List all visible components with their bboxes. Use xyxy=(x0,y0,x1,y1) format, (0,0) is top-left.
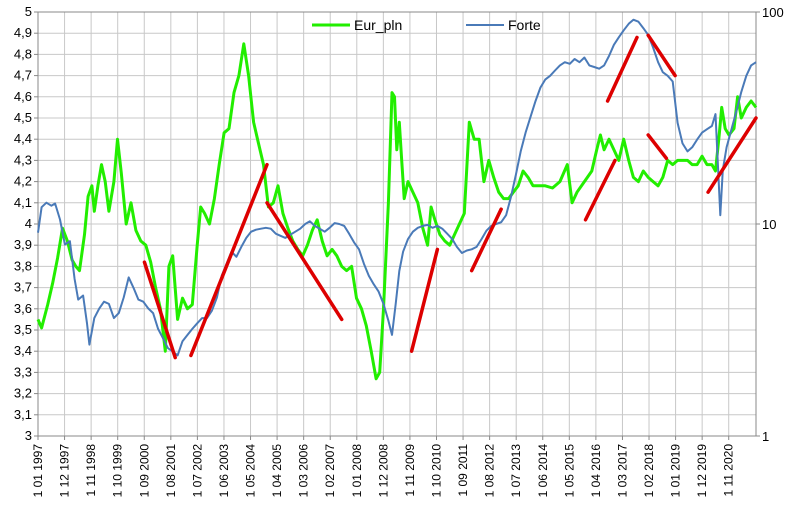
y-left-tick-label: 4,3 xyxy=(14,152,32,167)
y-left-tick-label: 5 xyxy=(25,4,32,19)
legend-label-eur-pln: Eur_pln xyxy=(354,17,402,33)
y-left-tick-label: 4,7 xyxy=(14,68,32,83)
y-left-tick-label: 3,8 xyxy=(14,258,32,273)
plot-frame xyxy=(37,11,757,437)
x-tick-label: 1 06 2014 xyxy=(536,444,550,498)
trend-line xyxy=(142,260,177,360)
x-tick-label: 1 06 2003 xyxy=(217,444,231,498)
gridlines xyxy=(37,11,756,437)
trend-line xyxy=(646,133,669,161)
x-tick-label: 1 12 1997 xyxy=(58,444,72,498)
x-tick-label: 1 08 2001 xyxy=(164,444,178,498)
y-right-tick-label: 10 xyxy=(762,217,776,232)
y-right-tick-label: 100 xyxy=(762,5,784,20)
x-tick-label: 1 10 2010 xyxy=(429,444,443,498)
y-left-tick-label: 4,5 xyxy=(14,110,32,125)
series-line-eur-pln xyxy=(36,42,758,381)
trend-lines xyxy=(142,33,758,360)
x-tick-label: 1 02 2018 xyxy=(642,444,656,498)
y-left-tick-label: 3,4 xyxy=(14,343,32,358)
y-left-tick-label: 3,6 xyxy=(14,301,32,316)
x-tick-label: 1 11 2020 xyxy=(722,444,736,497)
y-left-tick-label: 4,6 xyxy=(14,89,32,104)
x-tick-label: 1 05 2004 xyxy=(244,444,258,498)
trend-line xyxy=(409,247,440,353)
x-tick-label: 1 01 1997 xyxy=(31,444,45,498)
series xyxy=(36,18,758,381)
y-left-tick-label: 3,1 xyxy=(14,407,32,422)
x-tick-label: 1 04 2005 xyxy=(270,444,284,498)
x-tick-label: 1 10 1999 xyxy=(111,444,125,498)
x-tick-label: 1 01 2008 xyxy=(350,444,364,498)
y-left-tick-label: 3,2 xyxy=(14,386,32,401)
trend-line xyxy=(265,201,344,322)
x-tick-label: 1 09 2000 xyxy=(137,444,151,498)
x-tick-label: 1 07 2013 xyxy=(509,444,523,498)
y-right-ticks: 1 10 100 xyxy=(762,5,784,444)
y-right-tick-label: 1 xyxy=(762,429,769,444)
trend-line xyxy=(646,33,677,78)
y-left-tick-label: 3,9 xyxy=(14,237,32,252)
x-tick-label: 1 08 2012 xyxy=(483,444,497,498)
x-tick-label: 1 11 1998 xyxy=(84,444,98,497)
trend-line xyxy=(583,158,617,222)
y-left-tick-label: 4,9 xyxy=(14,25,32,40)
trend-line xyxy=(605,35,639,103)
trend-line xyxy=(189,162,269,358)
x-tick-label: 1 01 2019 xyxy=(669,444,683,498)
x-tick-label: 1 04 2016 xyxy=(589,444,603,498)
y-left-tick-label: 4,4 xyxy=(14,131,32,146)
y-left-tick-label: 4,8 xyxy=(14,46,32,61)
x-tick-label: 1 03 2017 xyxy=(615,444,629,498)
y-left-tick-label: 3,5 xyxy=(14,322,32,337)
x-tick-label: 1 12 2008 xyxy=(376,444,390,498)
legend-label-forte: Forte xyxy=(508,17,541,33)
y-left-tick-label: 3 xyxy=(25,428,32,443)
y-left-tick-label: 4,1 xyxy=(14,195,32,210)
x-tick-label: 1 09 2011 xyxy=(456,444,470,497)
series-line-forte xyxy=(37,18,757,357)
y-left-tick-label: 4,2 xyxy=(14,174,32,189)
trend-line xyxy=(469,207,503,273)
x-tick-label: 1 11 2009 xyxy=(403,444,417,497)
x-tick-label: 1 03 2006 xyxy=(297,444,311,498)
x-tick-label: 1 05 2015 xyxy=(562,444,576,498)
x-tick-label: 1 02 2007 xyxy=(323,444,337,498)
trend-line xyxy=(706,116,758,194)
x-tick-label: 1 07 2002 xyxy=(190,444,204,498)
legend: Eur_pln Forte xyxy=(312,17,541,33)
y-left-tick-label: 3,7 xyxy=(14,280,32,295)
y-left-tick-label: 3,3 xyxy=(14,364,32,379)
y-left-ticks: 3 3,1 3,2 3,3 3,4 3,5 3,6 3,7 3,8 3,9 4 4,1 4,2 4,3 4,… xyxy=(14,4,32,443)
axes xyxy=(34,11,760,440)
x-ticks: 1 01 1997 1 12 1997 1 11 1998 1 10 1999 1 09… xyxy=(31,444,736,498)
x-tick-label: 1 12 2019 xyxy=(695,444,709,498)
y-left-tick-label: 4 xyxy=(25,216,32,231)
